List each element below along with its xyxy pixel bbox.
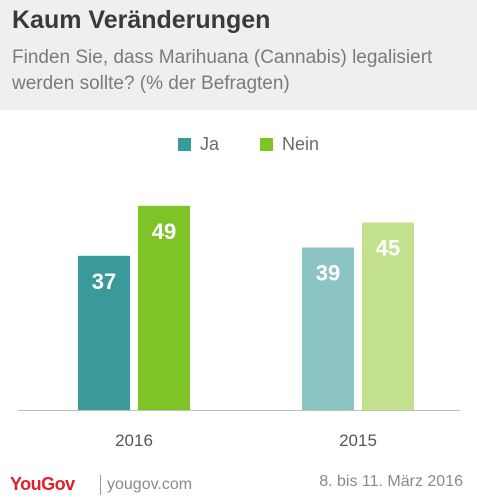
data-label-ja-2015: 39 — [316, 261, 340, 286]
legend-label-nein: Nein — [282, 133, 320, 154]
data-label-nein-2015: 45 — [376, 236, 400, 261]
site-link[interactable]: yougov.com — [107, 476, 193, 493]
footer-divider — [100, 475, 101, 495]
x-tick-label-2015: 2015 — [339, 431, 377, 450]
legend-swatch-ja — [178, 137, 191, 151]
legend-item-ja: Ja — [178, 133, 219, 155]
bar-ja-2015 — [302, 247, 354, 410]
survey-date: 8. bis 11. März 2016 — [319, 473, 463, 490]
yougov-logo: YouGov — [10, 474, 75, 494]
legend-item-nein: Nein — [260, 133, 319, 155]
legend: Ja Nein — [0, 133, 477, 155]
bar-chart: 37 49 2016 39 45 2015 — [18, 205, 460, 450]
data-label-ja-2016: 37 — [92, 269, 116, 294]
header-panel: Kaum Veränderungen Finden Sie, dass Mari… — [0, 0, 477, 110]
legend-label-ja: Ja — [200, 133, 220, 154]
chart-subtitle: Finden Sie, dass Marihuana (Cannabis) le… — [12, 47, 433, 94]
data-label-nein-2016: 49 — [152, 219, 176, 244]
footer: YouGov yougov.com 8. bis 11. März 2016 — [0, 470, 477, 500]
bar-nein-2015 — [362, 222, 414, 410]
chart-title: Kaum Veränderungen — [12, 6, 271, 34]
legend-swatch-nein — [260, 137, 273, 151]
bar-nein-2016 — [138, 205, 190, 410]
x-tick-label-2016: 2016 — [115, 431, 153, 450]
bar-ja-2016 — [78, 255, 130, 410]
